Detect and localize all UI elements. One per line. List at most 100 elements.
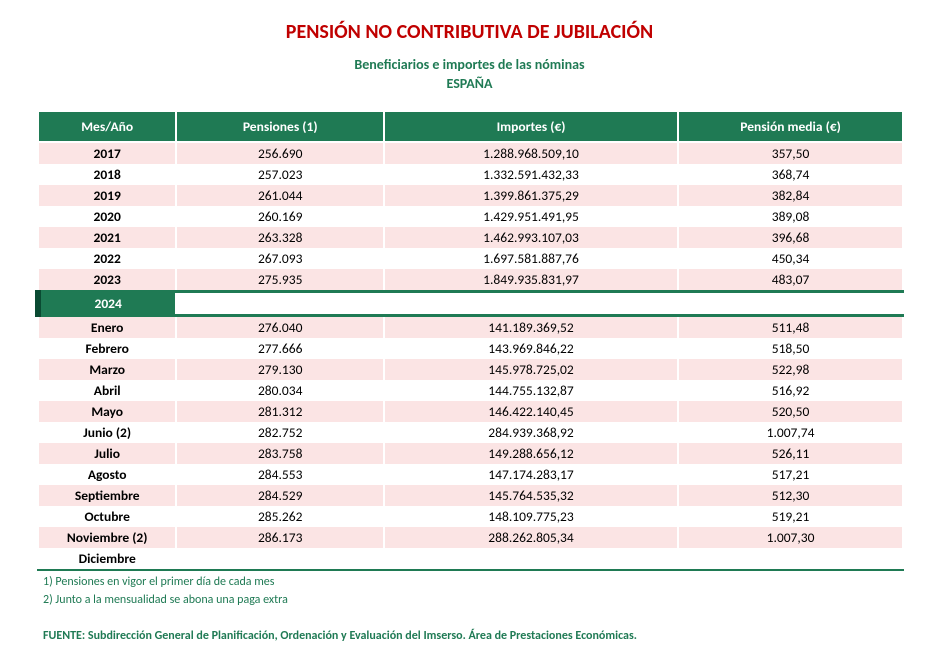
year-header-cell: 2024 [38, 292, 176, 316]
cell-period: 2022 [38, 248, 176, 269]
page-subtitle: Beneficiarios e importes de las nóminas [35, 56, 904, 73]
cell-period: 2023 [38, 269, 176, 292]
table-row: Enero276.040141.189.369,52511,48 [38, 316, 903, 339]
table-row: Agosto284.553147.174.283,17517,21 [38, 464, 903, 485]
cell-pensiones: 282.752 [176, 422, 384, 443]
table-row: Mayo281.312146.422.140,45520,50 [38, 401, 903, 422]
table-row: 2022267.0931.697.581.887,76450,34 [38, 248, 903, 269]
cell-media: 396,68 [678, 227, 903, 248]
cell-pensiones: 260.169 [176, 206, 384, 227]
footnote-1: 1) Pensiones en vigor el primer día de c… [43, 575, 904, 589]
table-row: Julio283.758149.288.656,12526,11 [38, 443, 903, 464]
cell-media: 526,11 [678, 443, 903, 464]
cell-pensiones: 276.040 [176, 316, 384, 339]
cell-importes: 1.462.993.107,03 [384, 227, 678, 248]
cell-importes: 143.969.846,22 [384, 338, 678, 359]
cell-pensiones: 280.034 [176, 380, 384, 401]
table-header-row: Mes/Año Pensiones (1) Importes (€) Pensi… [38, 111, 903, 142]
cell-media: 518,50 [678, 338, 903, 359]
cell-importes: 1.288.968.509,10 [384, 142, 678, 164]
cell-media: 516,92 [678, 380, 903, 401]
table-row: Junio (2)282.752284.939.368,921.007,74 [38, 422, 903, 443]
cell-pensiones: 261.044 [176, 185, 384, 206]
cell-pensiones: 284.529 [176, 485, 384, 506]
cell-period: Diciembre [38, 548, 176, 570]
cell-pensiones: 277.666 [176, 338, 384, 359]
table-row: Diciembre [38, 548, 903, 570]
cell-media: 520,50 [678, 401, 903, 422]
col-importes-header: Importes (€) [384, 111, 678, 142]
source-label: FUENTE: Subdirección General de Planific… [43, 629, 904, 643]
cell-importes: 149.288.656,12 [384, 443, 678, 464]
table-row: Abril280.034144.755.132,87516,92 [38, 380, 903, 401]
cell-media: 450,34 [678, 248, 903, 269]
cell-pensiones [176, 548, 384, 570]
cell-importes: 147.174.283,17 [384, 464, 678, 485]
year-header-cell [176, 292, 384, 316]
table-row: 2021263.3281.462.993.107,03396,68 [38, 227, 903, 248]
cell-period: Septiembre [38, 485, 176, 506]
cell-media: 517,21 [678, 464, 903, 485]
cell-period: Marzo [38, 359, 176, 380]
table-row: 2017256.6901.288.968.509,10357,50 [38, 142, 903, 164]
country-label: ESPAÑA [35, 75, 904, 92]
cell-media: 1.007,74 [678, 422, 903, 443]
cell-pensiones: 279.130 [176, 359, 384, 380]
cell-importes: 144.755.132,87 [384, 380, 678, 401]
cell-media: 519,21 [678, 506, 903, 527]
cell-period: 2021 [38, 227, 176, 248]
cell-period: 2020 [38, 206, 176, 227]
cell-importes: 288.262.805,34 [384, 527, 678, 548]
cell-period: Julio [38, 443, 176, 464]
cell-period: Abril [38, 380, 176, 401]
year-header-cell [384, 292, 678, 316]
col-period-header: Mes/Año [38, 111, 176, 142]
pension-table: Mes/Año Pensiones (1) Importes (€) Pensi… [35, 110, 904, 571]
cell-period: 2019 [38, 185, 176, 206]
cell-importes: 148.109.775,23 [384, 506, 678, 527]
cell-period: Junio (2) [38, 422, 176, 443]
cell-pensiones: 285.262 [176, 506, 384, 527]
cell-importes: 284.939.368,92 [384, 422, 678, 443]
cell-importes: 1.332.591.432,33 [384, 164, 678, 185]
cell-pensiones: 256.690 [176, 142, 384, 164]
table-row: Febrero277.666143.969.846,22518,50 [38, 338, 903, 359]
cell-period: Enero [38, 316, 176, 339]
cell-media: 368,74 [678, 164, 903, 185]
page-title: PENSIÓN NO CONTRIBUTIVA DE JUBILACIÓN [35, 20, 904, 44]
cell-period: 2018 [38, 164, 176, 185]
cell-pensiones: 275.935 [176, 269, 384, 292]
cell-pensiones: 263.328 [176, 227, 384, 248]
cell-pensiones: 283.758 [176, 443, 384, 464]
cell-pensiones: 286.173 [176, 527, 384, 548]
cell-period: Octubre [38, 506, 176, 527]
cell-period: Febrero [38, 338, 176, 359]
cell-media [678, 548, 903, 570]
cell-media: 512,30 [678, 485, 903, 506]
cell-media: 483,07 [678, 269, 903, 292]
table-row: Octubre285.262148.109.775,23519,21 [38, 506, 903, 527]
year-header-row: 2024 [38, 292, 903, 316]
cell-importes [384, 548, 678, 570]
cell-importes: 146.422.140,45 [384, 401, 678, 422]
cell-importes: 145.764.535,32 [384, 485, 678, 506]
footnote-2: 2) Junto a la mensualidad se abona una p… [43, 593, 904, 607]
table-row: 2020260.1691.429.951.491,95389,08 [38, 206, 903, 227]
cell-media: 357,50 [678, 142, 903, 164]
cell-importes: 141.189.369,52 [384, 316, 678, 339]
cell-importes: 1.849.935.831,97 [384, 269, 678, 292]
cell-media: 522,98 [678, 359, 903, 380]
cell-importes: 145.978.725,02 [384, 359, 678, 380]
cell-pensiones: 257.023 [176, 164, 384, 185]
cell-media: 389,08 [678, 206, 903, 227]
table-row: 2018257.0231.332.591.432,33368,74 [38, 164, 903, 185]
cell-importes: 1.697.581.887,76 [384, 248, 678, 269]
table-row: 2023275.9351.849.935.831,97483,07 [38, 269, 903, 292]
cell-period: Mayo [38, 401, 176, 422]
cell-media: 511,48 [678, 316, 903, 339]
cell-importes: 1.399.861.375,29 [384, 185, 678, 206]
cell-pensiones: 267.093 [176, 248, 384, 269]
cell-importes: 1.429.951.491,95 [384, 206, 678, 227]
cell-pensiones: 281.312 [176, 401, 384, 422]
cell-period: Agosto [38, 464, 176, 485]
